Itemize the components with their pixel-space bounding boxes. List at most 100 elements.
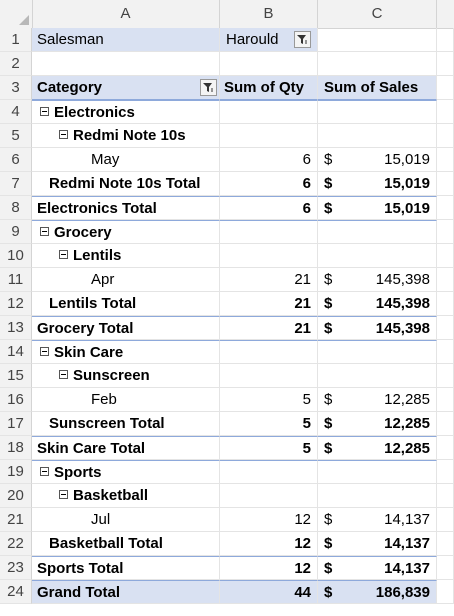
row-header[interactable]: 22: [0, 532, 32, 556]
sales-cell[interactable]: [318, 340, 437, 364]
sales-cell[interactable]: [318, 100, 437, 124]
qty-cell[interactable]: [220, 124, 318, 148]
row-header[interactable]: 23: [0, 556, 32, 580]
row-header[interactable]: 24: [0, 580, 32, 604]
sales-cell[interactable]: $145,398: [318, 268, 437, 292]
row-header[interactable]: 1: [0, 28, 32, 52]
sales-cell[interactable]: [318, 220, 437, 244]
collapse-icon[interactable]: [40, 107, 49, 116]
row-header[interactable]: 17: [0, 412, 32, 436]
qty-cell[interactable]: [220, 340, 318, 364]
sales-cell[interactable]: $12,285: [318, 412, 437, 436]
label-cell[interactable]: Electronics: [32, 100, 220, 124]
label-cell[interactable]: Jul: [32, 508, 220, 532]
qty-cell[interactable]: 21: [220, 292, 318, 316]
row-header[interactable]: 9: [0, 220, 32, 244]
sales-cell[interactable]: [318, 364, 437, 388]
label-cell[interactable]: Basketball: [32, 484, 220, 508]
sales-cell[interactable]: $15,019: [318, 172, 437, 196]
sales-cell[interactable]: $12,285: [318, 388, 437, 412]
row-header[interactable]: 16: [0, 388, 32, 412]
column-header-a[interactable]: A: [32, 0, 220, 28]
row-header[interactable]: 6: [0, 148, 32, 172]
row-header[interactable]: 5: [0, 124, 32, 148]
qty-header-cell[interactable]: Sum of Qty: [220, 76, 318, 100]
qty-cell[interactable]: 6: [220, 172, 318, 196]
row-header[interactable]: 15: [0, 364, 32, 388]
row-header[interactable]: 3: [0, 76, 32, 100]
label-cell[interactable]: May: [32, 148, 220, 172]
qty-cell[interactable]: [220, 220, 318, 244]
label-cell[interactable]: Skin Care: [32, 340, 220, 364]
category-header-cell[interactable]: Category: [32, 76, 220, 100]
label-cell[interactable]: Grocery Total: [32, 316, 220, 340]
row-header[interactable]: 11: [0, 268, 32, 292]
qty-cell[interactable]: 12: [220, 508, 318, 532]
label-cell[interactable]: Skin Care Total: [32, 436, 220, 460]
qty-cell[interactable]: [220, 460, 318, 484]
label-cell[interactable]: Lentils: [32, 244, 220, 268]
row-header[interactable]: 19: [0, 460, 32, 484]
sales-cell[interactable]: [318, 124, 437, 148]
qty-cell[interactable]: 12: [220, 556, 318, 580]
sales-cell[interactable]: [318, 460, 437, 484]
collapse-icon[interactable]: [40, 467, 49, 476]
qty-cell[interactable]: 5: [220, 388, 318, 412]
sales-cell[interactable]: $12,285: [318, 436, 437, 460]
sales-cell[interactable]: $145,398: [318, 292, 437, 316]
sales-cell[interactable]: $145,398: [318, 316, 437, 340]
sales-cell[interactable]: $186,839: [318, 580, 437, 604]
sales-header-cell[interactable]: Sum of Sales: [318, 76, 437, 100]
label-cell[interactable]: Grand Total: [32, 580, 220, 604]
collapse-icon[interactable]: [59, 130, 68, 139]
sales-cell[interactable]: $15,019: [318, 196, 437, 220]
collapse-icon[interactable]: [40, 347, 49, 356]
row-header[interactable]: 12: [0, 292, 32, 316]
qty-cell[interactable]: 21: [220, 316, 318, 340]
column-header-c[interactable]: C: [318, 0, 437, 28]
filter-icon[interactable]: [294, 31, 311, 48]
label-cell[interactable]: Basketball Total: [32, 532, 220, 556]
label-cell[interactable]: Sports: [32, 460, 220, 484]
filter-value-cell[interactable]: Harould: [220, 28, 318, 52]
label-cell[interactable]: Redmi Note 10s: [32, 124, 220, 148]
label-cell[interactable]: Lentils Total: [32, 292, 220, 316]
select-all-corner[interactable]: [0, 0, 33, 28]
sales-cell[interactable]: [318, 244, 437, 268]
collapse-icon[interactable]: [59, 250, 68, 259]
qty-cell[interactable]: [220, 244, 318, 268]
qty-cell[interactable]: [220, 100, 318, 124]
collapse-icon[interactable]: [40, 227, 49, 236]
qty-cell[interactable]: 12: [220, 532, 318, 556]
column-header-b[interactable]: B: [220, 0, 318, 28]
sales-cell[interactable]: $14,137: [318, 508, 437, 532]
row-header[interactable]: 8: [0, 196, 32, 220]
row-header[interactable]: 14: [0, 340, 32, 364]
sales-cell[interactable]: $14,137: [318, 532, 437, 556]
qty-cell[interactable]: 6: [220, 148, 318, 172]
filter-icon[interactable]: [200, 79, 217, 96]
row-header[interactable]: 18: [0, 436, 32, 460]
sales-cell[interactable]: [318, 484, 437, 508]
label-cell[interactable]: Sports Total: [32, 556, 220, 580]
qty-cell[interactable]: [220, 364, 318, 388]
label-cell[interactable]: Sunscreen Total: [32, 412, 220, 436]
collapse-icon[interactable]: [59, 370, 68, 379]
row-header[interactable]: 7: [0, 172, 32, 196]
qty-cell[interactable]: 21: [220, 268, 318, 292]
row-header[interactable]: 13: [0, 316, 32, 340]
qty-cell[interactable]: 44: [220, 580, 318, 604]
sales-cell[interactable]: $14,137: [318, 556, 437, 580]
collapse-icon[interactable]: [59, 490, 68, 499]
row-header[interactable]: 20: [0, 484, 32, 508]
row-header[interactable]: 4: [0, 100, 32, 124]
row-header[interactable]: 10: [0, 244, 32, 268]
qty-cell[interactable]: 6: [220, 196, 318, 220]
qty-cell[interactable]: 5: [220, 436, 318, 460]
label-cell[interactable]: Redmi Note 10s Total: [32, 172, 220, 196]
qty-cell[interactable]: [220, 484, 318, 508]
label-cell[interactable]: Electronics Total: [32, 196, 220, 220]
label-cell[interactable]: Sunscreen: [32, 364, 220, 388]
filter-label-cell[interactable]: Salesman: [32, 28, 220, 52]
row-header[interactable]: 2: [0, 52, 32, 76]
